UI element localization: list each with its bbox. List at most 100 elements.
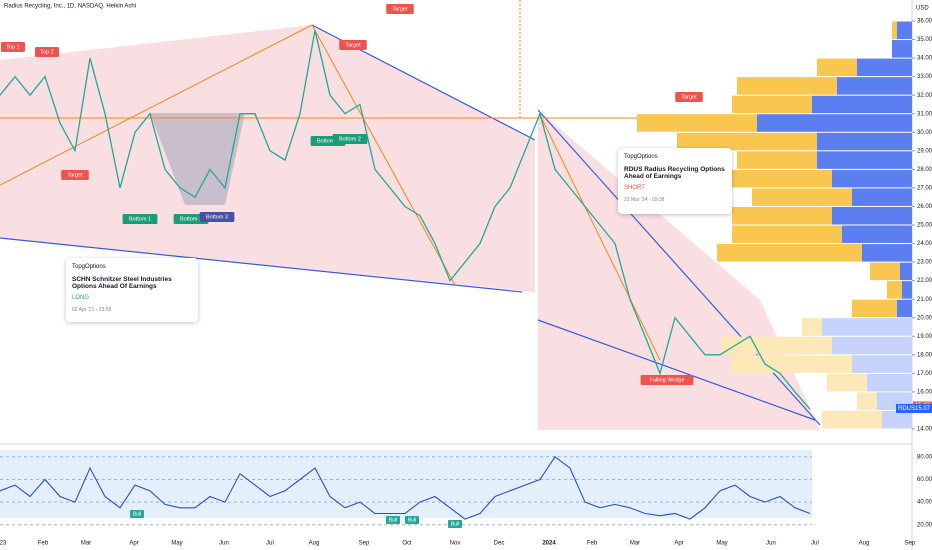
annotation-badge — [122, 214, 158, 224]
price-tick-label: 34.00 — [917, 56, 932, 62]
rsi-band — [0, 450, 812, 518]
profile-up — [832, 169, 912, 188]
profile-down — [732, 206, 832, 225]
annotation: Target — [681, 94, 697, 100]
profile-down — [870, 262, 900, 281]
profile-up — [832, 206, 912, 225]
time-label: Jul — [266, 541, 274, 547]
profile-up — [852, 355, 912, 373]
price-line — [0, 30, 811, 410]
time-label: Nov — [450, 541, 461, 547]
time-label: Apr — [674, 541, 683, 547]
annotation-badge — [339, 40, 367, 50]
profile-down — [732, 355, 852, 373]
annotation-badge — [332, 134, 368, 144]
profile-down — [722, 336, 832, 355]
time-label: Apr — [129, 541, 138, 547]
card-title: RDUS Radius Recycling Options Ahead of E… — [624, 166, 725, 180]
idea-card[interactable]: TopgOptions SCHN Schnitzer Steel Industr… — [66, 258, 198, 322]
profile-down — [752, 188, 852, 206]
price-tick-label: 21.00 — [917, 297, 932, 303]
annotation: Bottom 2 — [339, 136, 361, 142]
symbol: RDUS — [898, 406, 915, 412]
card-date: 31 Mar '24 - 09:38 — [624, 197, 665, 203]
profile-down — [827, 373, 867, 392]
price-tick-label: 14.00 — [917, 427, 932, 433]
rsi-tick-label: 60.00 — [917, 477, 932, 483]
time-label: Mar — [630, 541, 640, 547]
time-label: Jul — [811, 541, 819, 547]
annotation-badge — [386, 4, 414, 14]
annotation: Bottom 3 — [206, 214, 228, 220]
price-tick-label: 22.00 — [917, 278, 932, 284]
price-tick-label: 19.00 — [917, 334, 932, 340]
annotation: Bottom 1 — [129, 216, 151, 222]
price-tick-label: 32.00 — [917, 93, 932, 99]
profile-down — [857, 392, 877, 410]
profile-down — [677, 132, 817, 151]
profile-down — [822, 410, 882, 429]
trendline — [311, 24, 456, 286]
profile-up — [882, 410, 912, 429]
time-label: Aug — [859, 541, 870, 547]
price-tick-label: 18.00 — [917, 352, 932, 358]
card-side: LONG — [72, 295, 90, 301]
signal-label: Bull — [408, 517, 416, 523]
time-label: Sep — [359, 541, 370, 547]
time-label: Mar — [81, 541, 91, 547]
price-tick-label: 33.00 — [917, 74, 932, 80]
profile-up — [822, 318, 912, 336]
profile-down — [802, 318, 822, 336]
signal-label: Bull — [389, 517, 397, 523]
profile-down — [852, 299, 897, 318]
profile-up — [837, 77, 912, 95]
idea-card[interactable]: TopgOptions RDUS Radius Recycling Option… — [618, 148, 732, 214]
profile-up — [867, 373, 912, 392]
card-side: SHORT — [624, 185, 645, 191]
signal-label: Bull — [133, 511, 141, 517]
time-label: Dec — [494, 541, 505, 547]
profile-down — [737, 77, 837, 95]
annotation-badge — [1, 42, 25, 52]
rsi-tick-label: 40.00 — [917, 500, 932, 506]
profile-down — [732, 225, 842, 244]
price-tick-label: 20.00 — [917, 315, 932, 321]
price-tick-label: 31.00 — [917, 111, 932, 117]
profile-up — [897, 299, 912, 318]
profile-up — [817, 132, 912, 151]
time-label: Feb — [587, 541, 598, 547]
rsi-line — [0, 456, 811, 520]
signal-badge — [448, 520, 462, 528]
time-label: Feb — [38, 541, 49, 547]
card-author: TopgOptions — [72, 264, 106, 270]
profile-up — [852, 188, 912, 206]
pattern-shade — [100, 113, 245, 205]
last-price: 15.07 — [915, 406, 931, 412]
time-label: Aug — [309, 541, 320, 547]
chart-title: Radius Recycling, Inc., 1D, NASDAQ, Heik… — [4, 4, 136, 10]
profile-up — [857, 58, 912, 77]
currency: USD — [916, 6, 929, 12]
profile-down — [817, 58, 857, 77]
profile-down — [732, 95, 812, 114]
annotation-badge — [640, 375, 694, 385]
profile-up — [892, 40, 912, 58]
annotation: Target — [67, 172, 83, 178]
trendline — [0, 237, 523, 293]
time-label: May — [716, 541, 727, 547]
profile-up — [817, 151, 912, 169]
price-tick-label: 36.00 — [917, 19, 932, 25]
price-tick-label: 17.00 — [917, 371, 932, 377]
price-badge — [896, 404, 932, 413]
trendline — [539, 114, 661, 361]
profile-up — [832, 336, 912, 355]
price-tick-label: 29.00 — [917, 148, 932, 154]
time-label: Sep — [905, 541, 916, 547]
annotation: Target — [345, 42, 361, 48]
annotation: Falling Wedge — [649, 377, 684, 383]
price-tick-label: 24.00 — [917, 241, 932, 247]
annotation: Top 1 — [6, 44, 19, 50]
signal-label: Bull — [451, 521, 459, 527]
